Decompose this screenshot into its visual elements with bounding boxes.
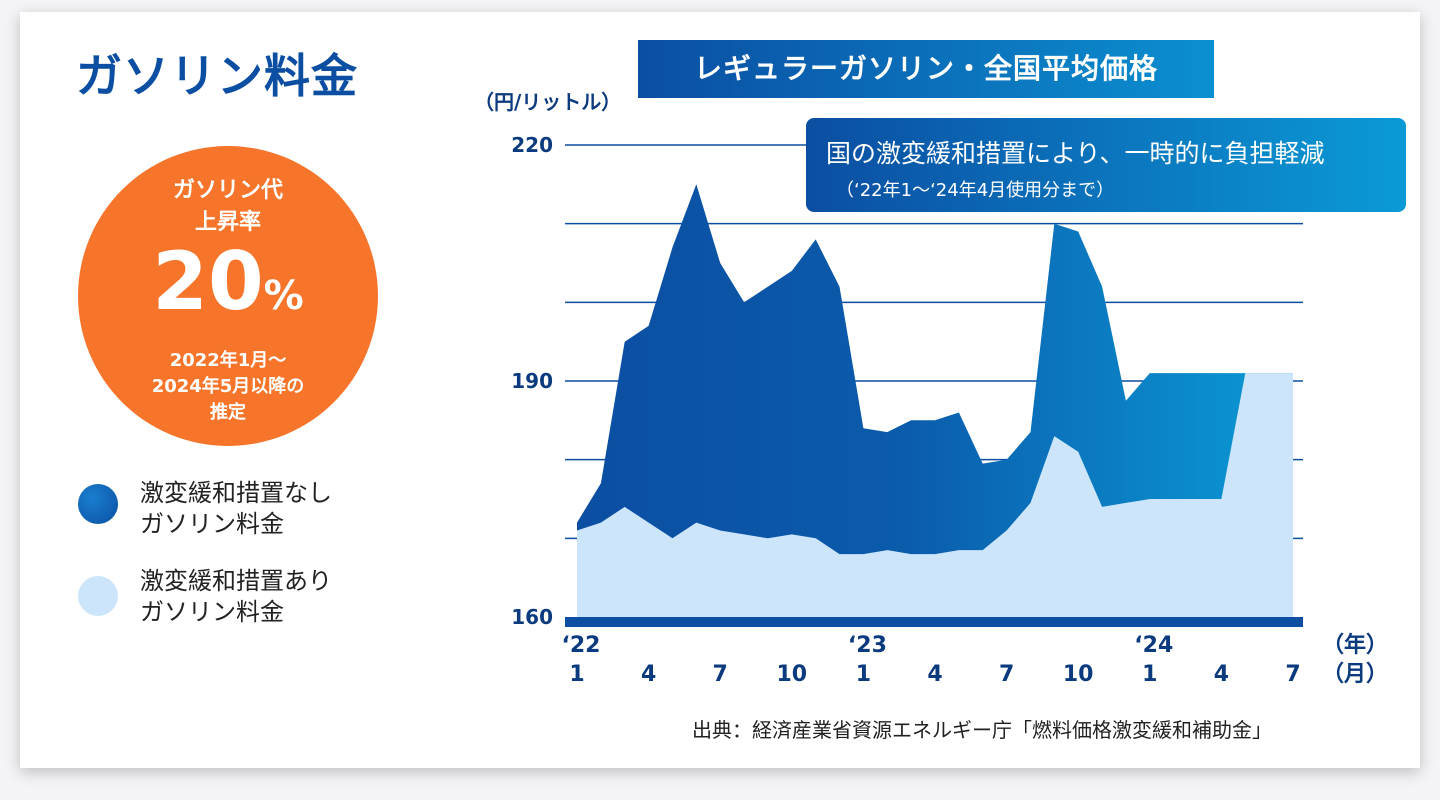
legend-item-without-relief: 激変緩和措置なし ガソリン料金 [140,478,332,540]
badge-label-2: 上昇率 [194,210,261,235]
badge-number: 20 [152,235,264,328]
x-month-label: 4 [1214,662,1229,687]
increase-rate-badge: ガソリン代 上昇率 20% 2022年1月〜 2024年5月以降の 推定 [78,146,378,446]
legend-item-with-relief: 激変緩和措置あり ガソリン料金 [140,566,332,628]
legend-dot-with-relief [78,576,118,616]
x-year-label: ‘23 [848,633,887,658]
x-month-label: 7 [999,662,1014,687]
x-axis-year-unit: （年） [1322,632,1388,658]
x-month-label: 4 [641,662,656,687]
source-note: 出典：経済産業省資源エネルギー庁「燃料価格激変緩和補助金」 [692,718,1272,742]
badge-label-1: ガソリン代 [172,178,283,203]
x-month-label: 10 [1063,662,1094,687]
y-tick-label: 160 [511,605,553,629]
legend-label: 激変緩和措置あり [140,567,332,595]
page-title: ガソリン料金 [76,49,358,103]
legend-label: 激変緩和措置なし [140,479,332,507]
x-year-label: ‘24 [1134,633,1173,658]
x-month-label: 1 [569,662,584,687]
x-month-label: 7 [713,662,728,687]
callout-period-text: （‘22年1〜‘24年4月使用分まで） [836,180,1115,201]
badge-period-2: 2024年5月以降の [151,376,305,397]
y-tick-label: 190 [511,369,553,393]
x-month-label: 10 [776,662,807,687]
x-year-label: ‘22 [562,633,601,658]
y-axis-unit: （円/リットル） [474,90,622,114]
x-month-label: 7 [1285,662,1300,687]
legend-label: ガソリン料金 [140,510,284,538]
x-month-label: 1 [1142,662,1157,687]
legend-dot-without-relief [78,484,118,524]
series-area-with-relief [577,373,1293,617]
x-axis-month-unit: （月） [1322,662,1388,687]
callout-main-text: 国の激変緩和措置により、一時的に負担軽減 [826,139,1325,168]
x-month-label: 1 [856,662,871,687]
chart-title: レギュラーガソリン・全国平均価格 [638,40,1214,98]
x-axis-baseline [565,617,1303,627]
badge-period-1: 2022年1月〜 [169,350,287,371]
badge-value: 20% [78,242,378,322]
y-tick-label: 220 [511,133,553,157]
badge-unit: % [263,273,304,319]
relief-callout: 国の激変緩和措置により、一時的に負担軽減 （‘22年1〜‘24年4月使用分まで） [806,118,1406,212]
badge-period-3: 推定 [210,402,246,423]
x-month-label: 4 [927,662,942,687]
legend-label: ガソリン料金 [140,598,284,626]
